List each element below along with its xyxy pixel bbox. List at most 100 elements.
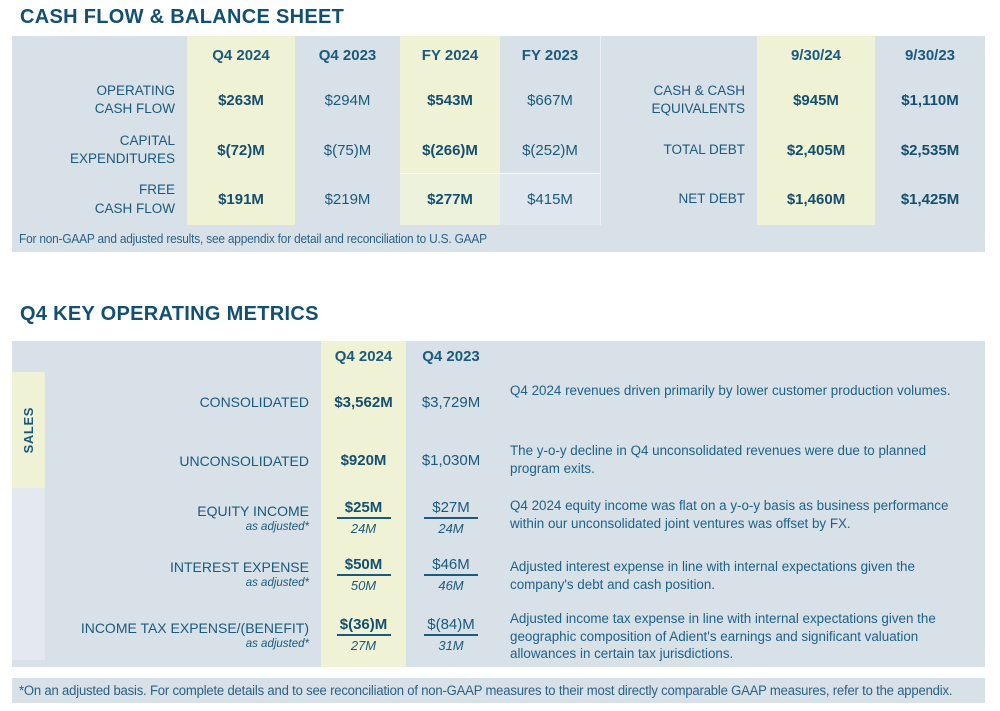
row-label-operating-cash-flow: OPERATING CASH FLOW <box>94 82 175 116</box>
value-cell: $543M <box>427 91 473 109</box>
value-adjusted: 27M <box>350 638 377 653</box>
comment-consolidated: Q4 2024 revenues driven primarily by low… <box>510 383 951 398</box>
value-cell: $3,729M <box>421 393 481 411</box>
value-adjusted: 24M <box>438 521 464 536</box>
spacer <box>12 36 187 74</box>
spacer <box>12 546 45 602</box>
value-adjusted: 31M <box>438 638 464 653</box>
row-label-capital-expenditures: CAPITAL EXPENDITURES <box>69 132 175 166</box>
col-header-fy-2023: FY 2023 <box>521 46 579 64</box>
value-cell: $1,110M <box>901 91 959 109</box>
as-adjusted-label: as adjusted* <box>245 637 309 650</box>
row-label-text: EQUITY INCOME <box>197 502 309 519</box>
comment-income-tax: Adjusted income tax expense in line with… <box>510 611 936 662</box>
row-label-equity-income: EQUITY INCOME as adjusted* <box>45 489 321 546</box>
value-cell-stacked: $50M 50M <box>321 546 406 602</box>
value-cell: $920M <box>340 452 387 469</box>
col-header-q4-2023: Q4 2023 <box>422 348 480 365</box>
value-cell: $219M <box>324 191 371 208</box>
row-label-total-debt: TOTAL DEBT <box>663 141 745 157</box>
as-adjusted-label: as adjusted* <box>245 577 309 589</box>
row-label-text: INCOME TAX EXPENSE/(BENEFIT) <box>80 619 309 636</box>
value-main: $(36)M <box>336 616 391 636</box>
page-footnote-bar: *On an adjusted basis. For complete deta… <box>12 678 985 703</box>
value-cell-stacked: $(36)M 27M <box>321 602 406 667</box>
value-cell-stacked: $(84)M 31M <box>406 602 496 667</box>
col-header-9-30-23: 9/30/23 <box>904 46 956 64</box>
section2-title: Q4 KEY OPERATING METRICS <box>20 303 319 325</box>
table1-footnote: For non-GAAP and adjusted results, see a… <box>19 231 487 246</box>
row-label-text: INTEREST EXPENSE <box>169 559 309 575</box>
as-adjusted-label: as adjusted* <box>245 520 309 533</box>
cash-flow-balance-sheet-table: Q4 2024 Q4 2023 FY 2024 FY 2023 9/30/24 … <box>12 36 985 252</box>
value-adjusted: 50M <box>350 577 377 593</box>
value-cell: $415M <box>527 191 573 208</box>
row-label-net-debt: NET DEBT <box>678 191 745 207</box>
value-main: $50M <box>336 556 391 576</box>
section1-title: CASH FLOW & BALANCE SHEET <box>20 6 345 28</box>
metrics-grid: Q4 2024 Q4 2023 CONSOLIDATED $3,562M $3,… <box>12 341 985 667</box>
comment-interest-expense: Adjusted interest expense in line with i… <box>510 559 915 592</box>
value-cell-stacked: $46M 46M <box>406 546 496 602</box>
col-header-q4-2024: Q4 2024 <box>334 348 393 365</box>
row-label-cash-equivalents: CASH & CASH EQUIVALENTS <box>651 82 745 116</box>
value-cell-stacked: $25M 24M <box>321 489 406 546</box>
value-cell: $294M <box>324 91 371 109</box>
value-cell: $191M <box>218 191 264 208</box>
value-cell: $945M <box>793 91 839 109</box>
value-cell: $1,030M <box>421 452 481 469</box>
cell-fy-2023-fcf <box>500 173 600 225</box>
column-divider <box>600 36 601 225</box>
col-header-q4-2024: Q4 2024 <box>212 46 270 64</box>
value-cell: $(75)M <box>323 141 372 159</box>
value-cell-stacked: $27M 24M <box>406 489 496 546</box>
spacer <box>12 432 45 489</box>
spacer <box>12 602 45 667</box>
col-header-q4-2023: Q4 2023 <box>318 46 377 64</box>
spacer <box>12 341 45 372</box>
spacer <box>45 341 321 372</box>
value-cell: $3,562M <box>334 393 393 411</box>
row-label-income-tax: INCOME TAX EXPENSE/(BENEFIT) as adjusted… <box>45 602 321 667</box>
comment-equity-income: Q4 2024 equity income was flat on a y-o-… <box>510 498 949 531</box>
key-operating-metrics-table: SALES Q4 2024 Q4 2023 CONSOLIDATED $3,56… <box>12 341 985 667</box>
sales-group-tab: SALES <box>12 372 45 488</box>
value-cell: $2,405M <box>786 141 846 159</box>
row-label-consolidated: CONSOLIDATED <box>199 394 309 410</box>
value-adjusted: 24M <box>350 521 377 536</box>
value-cell: $667M <box>527 91 573 109</box>
row-label-unconsolidated: UNCONSOLIDATED <box>179 452 309 469</box>
value-main: $25M <box>336 499 391 519</box>
comment-unconsolidated: The y-o-y decline in Q4 unconsolidated r… <box>510 443 927 476</box>
value-cell: $263M <box>218 91 264 109</box>
row-label-free-cash-flow: FREE CASH FLOW <box>94 182 175 216</box>
value-adjusted: 46M <box>438 577 464 593</box>
value-main: $46M <box>424 556 478 576</box>
value-cell: $1,425M <box>900 191 960 208</box>
value-main: $(84)M <box>424 616 478 636</box>
col-header-9-30-24: 9/30/24 <box>790 46 842 64</box>
highlight-cell-fy-2024-fcf <box>400 173 500 225</box>
highlight-col-fy-2024 <box>400 36 500 173</box>
value-main: $27M <box>424 499 478 519</box>
row-label-interest-expense: INTEREST EXPENSE as adjusted* <box>45 546 321 602</box>
col-header-fy-2024: FY 2024 <box>421 46 479 64</box>
spacer <box>600 36 757 74</box>
spacer <box>12 372 45 432</box>
highlight-col-q4-2024 <box>321 341 406 667</box>
value-cell: $(252)M <box>522 141 578 159</box>
value-cell: $277M <box>427 191 473 208</box>
spacer <box>12 489 45 546</box>
spacer <box>496 341 985 372</box>
cash-flow-grid: Q4 2024 Q4 2023 FY 2024 FY 2023 9/30/24 … <box>12 36 985 225</box>
highlight-col-q4-2024 <box>187 36 295 225</box>
group-strip-spacer <box>12 488 45 660</box>
table1-footnote-row: For non-GAAP and adjusted results, see a… <box>12 225 985 252</box>
value-cell: $(266)M <box>422 141 478 159</box>
highlight-col-9-30-24 <box>757 36 875 225</box>
value-cell: $1,460M <box>786 191 846 208</box>
value-cell: $2,535M <box>900 141 960 159</box>
page-footnote: *On an adjusted basis. For complete deta… <box>19 683 953 698</box>
value-cell: $(72)M <box>217 141 265 159</box>
